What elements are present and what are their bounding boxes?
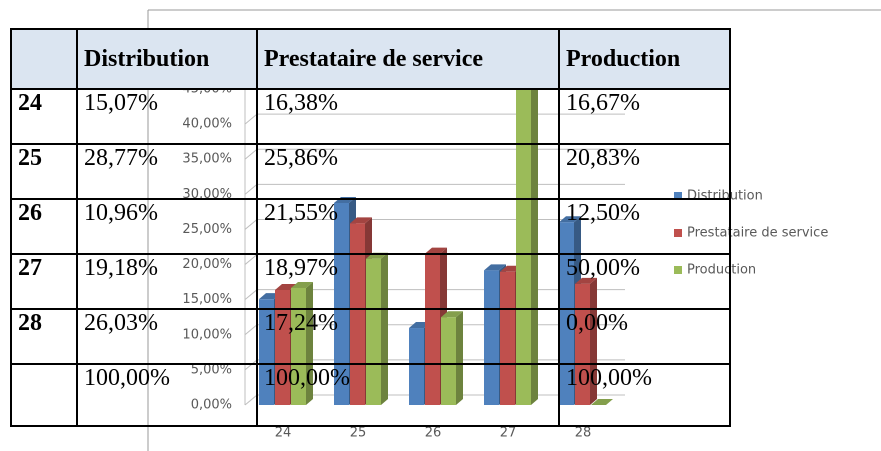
cell: 16,67%	[558, 88, 731, 145]
header-row: Distribution Prestataire de service Prod…	[10, 28, 731, 90]
cell: 24	[10, 88, 78, 145]
cell: 19,18%	[76, 253, 258, 310]
cell: 28,77%	[76, 143, 258, 200]
cell: 21,55%	[256, 198, 560, 255]
row: 100,00% 100,00% 100,00%	[10, 363, 731, 427]
cell: 16,38%	[256, 88, 560, 145]
cell: 25	[10, 143, 78, 200]
cell: 100,00%	[558, 363, 731, 427]
cell: 17,24%	[256, 308, 560, 365]
cell: 12,50%	[558, 198, 731, 255]
cell: 15,07%	[76, 88, 258, 145]
cell: 28	[10, 308, 78, 365]
cell: 100,00%	[256, 363, 560, 427]
row: 26 10,96% 21,55% 12,50%	[10, 198, 731, 255]
header-cell	[10, 28, 78, 90]
row: 28 26,03% 17,24% 0,00%	[10, 308, 731, 365]
table: Distribution Prestataire de service Prod…	[10, 28, 731, 427]
x-tick-label: 27	[500, 426, 517, 441]
cell: 18,97%	[256, 253, 560, 310]
cell: 27	[10, 253, 78, 310]
cell	[10, 363, 78, 427]
cell: 26	[10, 198, 78, 255]
cell: 26,03%	[76, 308, 258, 365]
cell: 50,00%	[558, 253, 731, 310]
row: 25 28,77% 25,86% 20,83%	[10, 143, 731, 200]
cell: 0,00%	[558, 308, 731, 365]
x-tick-label: 28	[575, 426, 592, 441]
cell: 20,83%	[558, 143, 731, 200]
cell: 100,00%	[76, 363, 258, 427]
x-tick-label: 25	[350, 426, 367, 441]
header-cell: Production	[558, 28, 731, 90]
row: 27 19,18% 18,97% 50,00%	[10, 253, 731, 310]
header-cell: Prestataire de service	[256, 28, 560, 90]
row: 24 15,07% 16,38% 16,67%	[10, 88, 731, 145]
cell: 10,96%	[76, 198, 258, 255]
x-tick-label: 26	[425, 426, 442, 441]
cell: 25,86%	[256, 143, 560, 200]
x-tick-label: 24	[275, 426, 292, 441]
header-cell: Distribution	[76, 28, 258, 90]
